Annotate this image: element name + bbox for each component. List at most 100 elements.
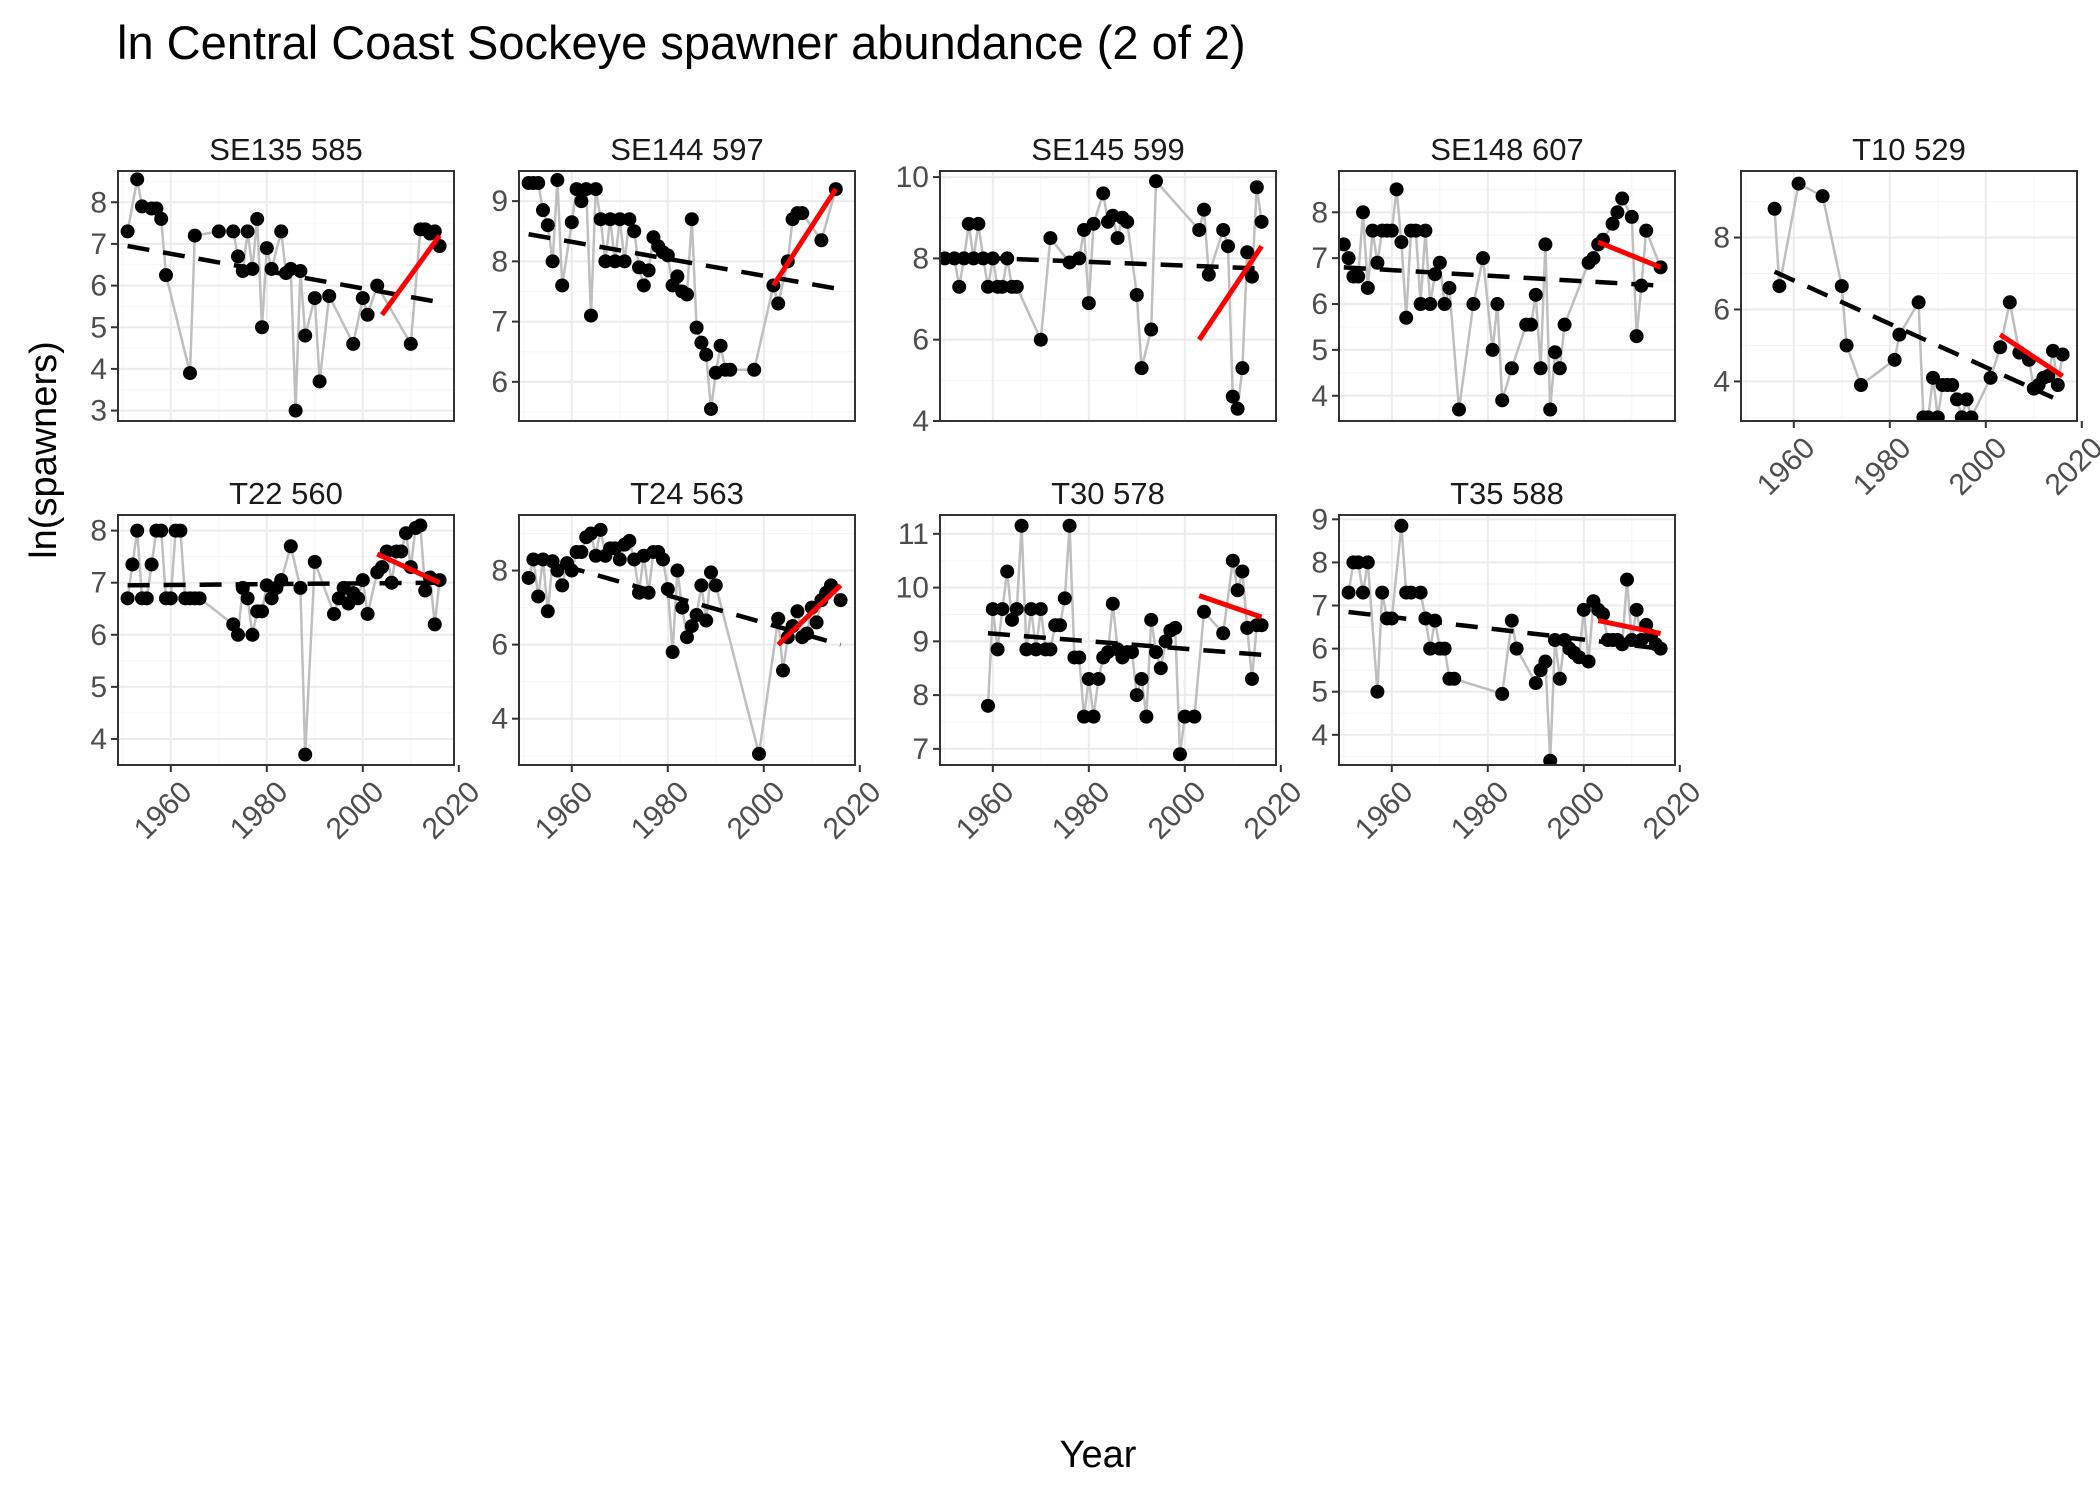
data-point <box>961 216 976 231</box>
data-point <box>536 203 550 218</box>
data-point <box>1413 585 1428 600</box>
data-point <box>1543 402 1558 417</box>
x-tick-label: 1960 <box>1349 775 1420 846</box>
x-tick-label: 1980 <box>1046 775 1117 846</box>
data-point <box>1993 340 2008 355</box>
data-point <box>394 544 409 559</box>
data-point <box>130 172 145 187</box>
data-point <box>1339 237 1351 252</box>
data-point <box>274 573 289 588</box>
data-point <box>1072 251 1087 266</box>
data-point <box>1629 602 1644 617</box>
data-point <box>1019 642 1034 657</box>
data-point <box>1509 641 1524 656</box>
data-point <box>612 212 627 227</box>
y-tick-label: 6 <box>491 366 508 399</box>
data-point <box>1389 182 1404 197</box>
x-tick-label: 1960 <box>1751 431 1822 502</box>
data-point <box>641 585 656 600</box>
y-tick-label: 4 <box>90 723 107 756</box>
x-axis-label: Year <box>1060 1434 1137 1476</box>
data-point <box>603 212 618 227</box>
data-point <box>1404 585 1418 600</box>
y-tick-label: 5 <box>90 311 107 344</box>
data-point <box>1930 410 1945 421</box>
data-point <box>120 224 135 239</box>
data-point <box>2041 369 2056 384</box>
data-point <box>1767 201 1782 216</box>
x-tick-label: 2020 <box>1238 775 1309 846</box>
panel-se145-599: SE145 599 4 6 8 10 <box>896 132 1277 438</box>
data-point <box>298 328 313 343</box>
x-tick-label: 2020 <box>2039 431 2100 502</box>
data-point <box>694 335 709 350</box>
data-point <box>1854 378 1868 393</box>
y-tick-label: 6 <box>1713 293 1730 326</box>
long-term-trend-line <box>528 232 837 291</box>
data-point <box>1576 602 1591 617</box>
data-point <box>747 362 762 377</box>
x-tick-label: 2000 <box>1142 775 1213 846</box>
data-point <box>1081 671 1096 686</box>
y-tick-label: 9 <box>912 625 929 658</box>
data-point <box>1370 255 1385 270</box>
data-point <box>355 573 370 588</box>
panel-plot-area <box>1339 171 1675 421</box>
data-point <box>1014 518 1029 533</box>
data-point <box>1394 235 1409 250</box>
data-point <box>1177 709 1192 724</box>
data-point <box>971 216 986 231</box>
data-point <box>1024 602 1039 617</box>
data-point <box>1911 295 1926 310</box>
data-point <box>800 626 814 641</box>
data-point <box>1624 209 1639 224</box>
data-point <box>1983 370 1998 385</box>
data-point <box>680 630 694 645</box>
data-point <box>1197 202 1211 217</box>
x-tick-label: 1980 <box>1847 431 1918 502</box>
panel-background <box>1741 171 2077 421</box>
data-point <box>1418 223 1433 238</box>
recent-trend-line <box>1597 618 1662 636</box>
series-connector-line <box>986 525 1262 755</box>
data-point <box>293 264 308 278</box>
data-point <box>1129 688 1144 703</box>
panel-border <box>518 514 856 766</box>
data-point <box>1365 223 1380 238</box>
data-point <box>1945 378 1960 393</box>
data-point <box>790 604 805 619</box>
data-point <box>1596 607 1610 622</box>
y-tick-label: 9 <box>1311 503 1328 536</box>
data-point <box>1629 329 1644 344</box>
data-point <box>1356 585 1370 600</box>
data-point <box>588 548 603 563</box>
data-point <box>1950 392 1964 407</box>
data-point <box>564 215 579 230</box>
data-point <box>632 585 646 600</box>
data-point <box>1230 401 1245 416</box>
panel-se135-585: SE135 585 3 4 5 6 7 8 <box>90 132 455 428</box>
chart-title: ln Central Coast Sockeye spawner abundan… <box>117 16 1246 69</box>
data-point <box>526 552 541 567</box>
data-point <box>1384 223 1399 238</box>
data-point <box>684 619 699 634</box>
data-point <box>1528 287 1543 302</box>
y-tick-label: 7 <box>912 733 929 766</box>
x-tick-label: 1980 <box>1445 775 1516 846</box>
data-point <box>360 606 375 621</box>
data-point <box>660 582 675 597</box>
y-tick-label: 6 <box>1311 288 1328 321</box>
data-point <box>231 627 245 642</box>
y-tick-label: 5 <box>1311 334 1328 367</box>
data-point <box>684 212 699 227</box>
data-point <box>1466 297 1481 312</box>
recent-trend-line <box>1597 239 1662 270</box>
data-point <box>1533 361 1548 376</box>
data-point <box>704 565 718 580</box>
data-point <box>814 233 829 248</box>
data-point <box>1581 654 1596 669</box>
data-point <box>1524 317 1538 332</box>
data-point <box>1072 650 1087 665</box>
y-tick-label: 6 <box>1311 633 1328 666</box>
data-point <box>1476 251 1490 266</box>
